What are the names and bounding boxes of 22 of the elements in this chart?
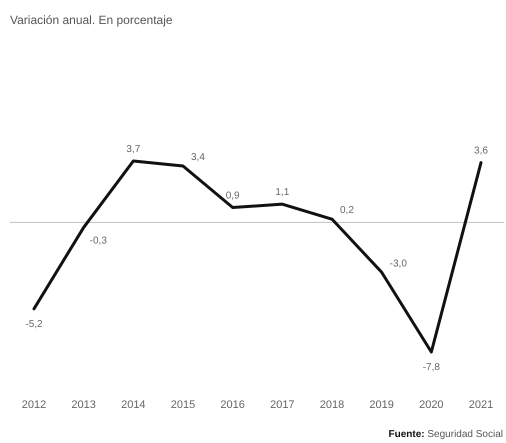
x-tick-label: 2014 — [121, 399, 146, 411]
data-label: 3,4 — [191, 152, 206, 163]
x-tick-label: 2013 — [71, 399, 96, 411]
x-tick-label: 2015 — [170, 399, 196, 411]
data-label: 0,9 — [226, 190, 240, 202]
data-label: -7,8 — [422, 362, 440, 373]
chart-subtitle: Variación anual. En porcentaje — [10, 13, 173, 27]
data-label: 3,7 — [126, 144, 141, 155]
data-label: -3,0 — [390, 258, 408, 270]
x-tick-label: 2019 — [369, 399, 394, 411]
x-tick-label: 2021 — [468, 399, 494, 411]
x-tick-label: 2012 — [22, 399, 46, 411]
data-label: 0,2 — [340, 205, 354, 216]
x-tick-label: 2017 — [270, 399, 295, 411]
x-tick-label: 2018 — [320, 399, 344, 411]
source-note: Fuente: Seguridad Social — [388, 429, 503, 440]
data-label: 3,6 — [474, 146, 488, 157]
x-tick-label: 2020 — [419, 399, 444, 411]
data-label: 1,1 — [275, 187, 290, 198]
data-label: -5,2 — [25, 318, 44, 330]
x-tick-label: 2016 — [220, 399, 245, 411]
data-label: -0,3 — [90, 235, 108, 246]
